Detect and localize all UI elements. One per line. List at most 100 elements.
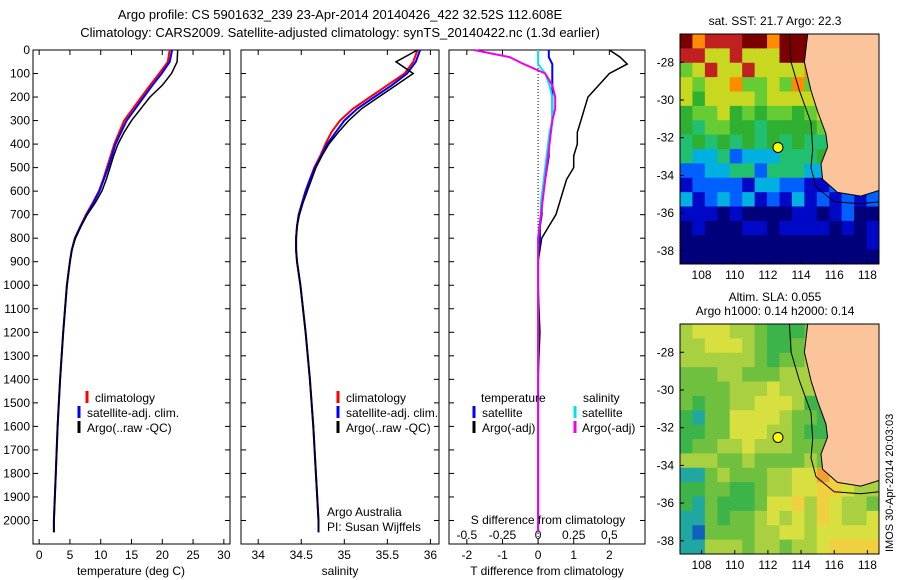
- map-cell: [729, 105, 744, 122]
- map-cell: [767, 324, 781, 340]
- map-cell: [841, 235, 856, 251]
- map-cell: [791, 105, 806, 122]
- map-cell: [816, 235, 831, 251]
- map-cell: [754, 367, 769, 383]
- map-cell: [754, 352, 769, 369]
- map-cell: [742, 381, 756, 397]
- map-cell: [804, 134, 818, 150]
- map-cell: [692, 62, 706, 79]
- map-cell: [704, 352, 719, 369]
- map-cell: [704, 525, 719, 541]
- temperature-legend: climatology satellite-adj. clim. Argo(..…: [77, 391, 179, 435]
- map-cell: [791, 453, 806, 469]
- map-cell: [791, 149, 806, 165]
- map-cell: [729, 424, 744, 440]
- map-cell: [767, 177, 781, 194]
- map-cell: [692, 235, 706, 251]
- map-cell: [717, 525, 731, 541]
- map-cell: [816, 192, 831, 208]
- map-cell: [742, 539, 756, 554]
- map-cell: [742, 91, 756, 107]
- map-cell: [854, 525, 868, 541]
- map-cell: [729, 410, 744, 426]
- map-cell: [866, 220, 879, 237]
- sla-map-title-1: Altim. SLA: 0.055: [729, 290, 822, 304]
- y-tick-label: 2000: [3, 513, 30, 527]
- map-cell: [767, 120, 781, 136]
- salinity-legend: climatology satellite-adj. clim. Argo(..…: [336, 391, 438, 435]
- map-cell: [680, 439, 694, 455]
- map-cell: [742, 235, 756, 251]
- map-cell: [692, 395, 706, 412]
- temperature-axes: 0 5 10 15 20 25 300100200300400500600700800900…: [3, 43, 231, 562]
- map-cell: [829, 192, 843, 208]
- map-cell: [680, 206, 694, 222]
- x-tick-label: 20: [156, 548, 170, 562]
- map-cell: [717, 439, 731, 455]
- y-tick-label: 1600: [3, 419, 30, 433]
- map-cell: [779, 482, 793, 498]
- map-cell: [779, 91, 793, 107]
- map-cell: [779, 467, 793, 484]
- legend-title-salinity: salinity: [583, 391, 620, 405]
- x-tick-label: 116: [825, 268, 844, 282]
- map-cell: [791, 525, 806, 541]
- map-cell: [767, 91, 781, 107]
- map-cell: [804, 496, 818, 512]
- map-cell: [717, 395, 731, 412]
- map-cell: [791, 62, 806, 79]
- map-cell: [692, 220, 706, 237]
- map-cell: [754, 510, 769, 527]
- difference-xlabel-top: S difference from climatology: [471, 513, 626, 527]
- map-cell: [680, 220, 694, 237]
- map-cell: [791, 235, 806, 251]
- map-cell: [729, 77, 744, 93]
- map-cell: [754, 120, 769, 136]
- map-cell: [680, 192, 694, 208]
- map-cell: [767, 395, 781, 412]
- map-cell: [779, 352, 793, 369]
- map-cell: [816, 220, 831, 237]
- map-cell: [729, 381, 744, 397]
- map-cell: [779, 410, 793, 426]
- map-cell: [742, 367, 756, 383]
- legend-label-climatology: climatology: [95, 391, 155, 405]
- map-cell: [704, 34, 719, 50]
- map-cell: [729, 324, 744, 340]
- header-line1: Argo profile: CS 5901632_239 23-Apr-2014…: [118, 7, 563, 22]
- y-tick-label: 0: [23, 43, 30, 57]
- difference-xlabel: T difference from climatology: [470, 564, 624, 578]
- map-cell: [791, 134, 806, 150]
- y-tick-label: 1500: [3, 396, 30, 410]
- map-cell: [767, 105, 781, 122]
- y-tick-label: -32: [657, 131, 675, 145]
- map-cell: [854, 539, 868, 554]
- map-cell: [717, 453, 731, 469]
- map-cell: [704, 91, 719, 107]
- map-cell: [779, 367, 793, 383]
- pi-line1: Argo Australia: [327, 505, 402, 519]
- map-cell: [829, 510, 843, 527]
- map-cell: [717, 134, 731, 150]
- map-cell: [791, 338, 806, 354]
- map-cell: [866, 539, 879, 554]
- legend-label-satellite: satellite-adj. clim.: [87, 406, 179, 420]
- map-cell: [742, 410, 756, 426]
- y-tick-label: 700: [10, 208, 30, 222]
- map-cell: [816, 539, 831, 554]
- sst-map-axes: 108 110 112 114 116 118 -28 -30 -32 -34 -36 -38: [657, 55, 878, 282]
- map-cell: [680, 352, 694, 369]
- map-cell: [791, 395, 806, 412]
- map-cell: [754, 206, 769, 222]
- map-cell: [742, 105, 756, 122]
- map-cell: [742, 48, 756, 64]
- map-cell: [791, 77, 806, 93]
- map-cell: [742, 77, 756, 93]
- map-cell: [717, 62, 731, 79]
- map-cell: [779, 120, 793, 136]
- x-tick-label: 0: [36, 548, 43, 562]
- map-cell: [854, 249, 868, 264]
- map-cell: [680, 149, 694, 165]
- salinity-axes: 34 34.5 35 35.5 36: [241, 49, 439, 562]
- map-cell: [692, 91, 706, 107]
